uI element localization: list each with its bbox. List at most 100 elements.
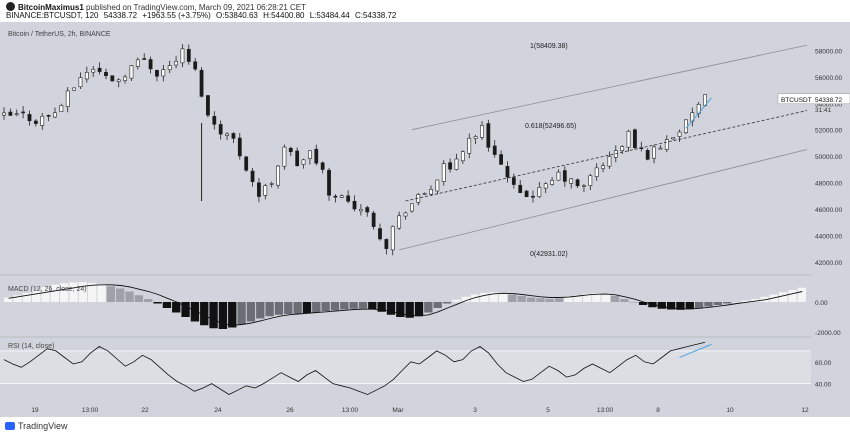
last-price: 54338.72: [103, 11, 138, 20]
candle-body: [633, 129, 637, 148]
fib-level-label: 0.618(52496.65): [525, 123, 576, 130]
price-pane: 1(58409.38) 0.618(52496.65) 0(42931.02): [2, 43, 808, 258]
candle-body: [186, 48, 191, 62]
candle-body: [206, 95, 210, 116]
candle-body: [511, 177, 516, 185]
macd-histogram-bar: [78, 282, 88, 302]
candle-body: [250, 170, 255, 182]
price-change: +1963.55 (+3.75%): [142, 11, 211, 20]
price-axis[interactable]: [811, 22, 850, 402]
candle-body: [314, 148, 319, 164]
candle-body: [607, 156, 612, 167]
time-axis[interactable]: [0, 402, 850, 417]
bar-countdown: 31:41: [815, 107, 832, 114]
rsi-tick-label: 60.00: [815, 360, 832, 367]
candle-body: [435, 179, 440, 192]
rsi-trendline: [679, 343, 712, 358]
candle-body: [473, 136, 478, 139]
price-tick-label: 46000.00: [815, 207, 842, 214]
macd-histogram-bar: [722, 302, 732, 304]
macd-histogram-bar: [582, 293, 592, 302]
candle-body: [84, 72, 89, 80]
candle-body: [352, 200, 357, 210]
macd-histogram-bar: [302, 302, 312, 314]
channel-upper-line: [411, 44, 808, 131]
macd-histogram-bar: [256, 302, 265, 319]
candle-body: [358, 208, 363, 212]
time-tick-label: 22: [141, 407, 149, 414]
time-tick-label: 13:00: [597, 407, 614, 414]
candle-body: [327, 169, 331, 196]
candle-body: [148, 59, 153, 70]
time-tick-label: 26: [286, 407, 294, 414]
macd-histogram-bar: [592, 293, 601, 302]
macd-histogram-bar: [4, 297, 13, 302]
macd-histogram-bar: [358, 302, 368, 309]
macd-histogram-bar: [274, 302, 284, 315]
macd-tick-label: 0.00: [815, 300, 828, 307]
price-tag-symbol: BTCUSDT: [781, 97, 812, 104]
candle-body: [371, 212, 376, 227]
candle-body: [505, 166, 510, 178]
candle-body: [492, 145, 497, 155]
candle-body: [295, 150, 300, 167]
price-tag: [777, 93, 850, 105]
candle-body: [174, 61, 178, 66]
macd-histogram-bar: [69, 282, 78, 302]
footer-brand[interactable]: TradingView: [18, 421, 68, 431]
macd-histogram-bar: [498, 293, 508, 302]
macd-histogram-bar: [610, 296, 620, 302]
candle-body: [218, 124, 223, 135]
macd-histogram-bar: [788, 290, 797, 302]
candle-body: [390, 226, 395, 251]
candle-body: [460, 151, 465, 162]
macd-histogram-bar: [433, 302, 442, 308]
time-tick-label: 13:00: [342, 407, 359, 414]
candle-body: [582, 185, 586, 187]
candle-body: [27, 114, 32, 122]
macd-histogram-bar: [41, 287, 50, 302]
candle-body: [499, 154, 503, 165]
candle-body: [664, 139, 669, 150]
candle-body: [454, 158, 459, 170]
macd-histogram-bar: [265, 302, 274, 317]
macd-histogram-bar: [218, 302, 228, 329]
macd-histogram-bar: [704, 302, 713, 307]
candle-body: [135, 59, 140, 67]
candle-body: [21, 111, 26, 114]
ohlc-high: H:54400.80: [263, 11, 305, 20]
price-tick-label: 48000.00: [815, 181, 842, 188]
ohlc-open: O:53840.63: [216, 11, 258, 20]
candle-body: [658, 147, 663, 150]
macd-histogram-bar: [340, 302, 349, 310]
candle-body: [104, 72, 108, 76]
macd-signal-line: [8, 284, 803, 326]
macd-histogram-bar: [209, 302, 218, 329]
candle-body: [14, 113, 19, 116]
candle-body: [480, 125, 484, 138]
candle-body: [142, 58, 147, 60]
candle-body: [116, 79, 121, 82]
candle-body: [524, 190, 529, 198]
candle-body: [556, 171, 561, 181]
author-name[interactable]: BitcoinMaximus1: [18, 3, 84, 12]
macd-histogram-bar: [153, 302, 162, 304]
candle-body: [78, 77, 83, 88]
macd-histogram-bar: [480, 293, 489, 302]
candle-body: [244, 156, 249, 171]
macd-histogram-bar: [629, 302, 638, 303]
candle-body: [422, 192, 427, 195]
candle-body: [429, 189, 433, 195]
macd-histogram-bar: [508, 294, 517, 302]
macd-histogram-bar: [685, 302, 694, 310]
candle-body: [53, 112, 57, 118]
candle-body: [378, 228, 382, 240]
chart-header: BitcoinMaximus1 published on TradingView…: [0, 0, 850, 22]
symbol-ohlc-line: BINANCE:BTCUSDT, 120 54338.72 +1963.55 (…: [6, 11, 399, 20]
candle-body: [333, 195, 338, 198]
main-chart-title: Bitcoin / TetherUS, 2h, BINANCE: [8, 31, 111, 38]
candle-body: [588, 175, 593, 186]
macd-histogram-bar: [778, 292, 788, 302]
candle-body: [537, 187, 542, 197]
